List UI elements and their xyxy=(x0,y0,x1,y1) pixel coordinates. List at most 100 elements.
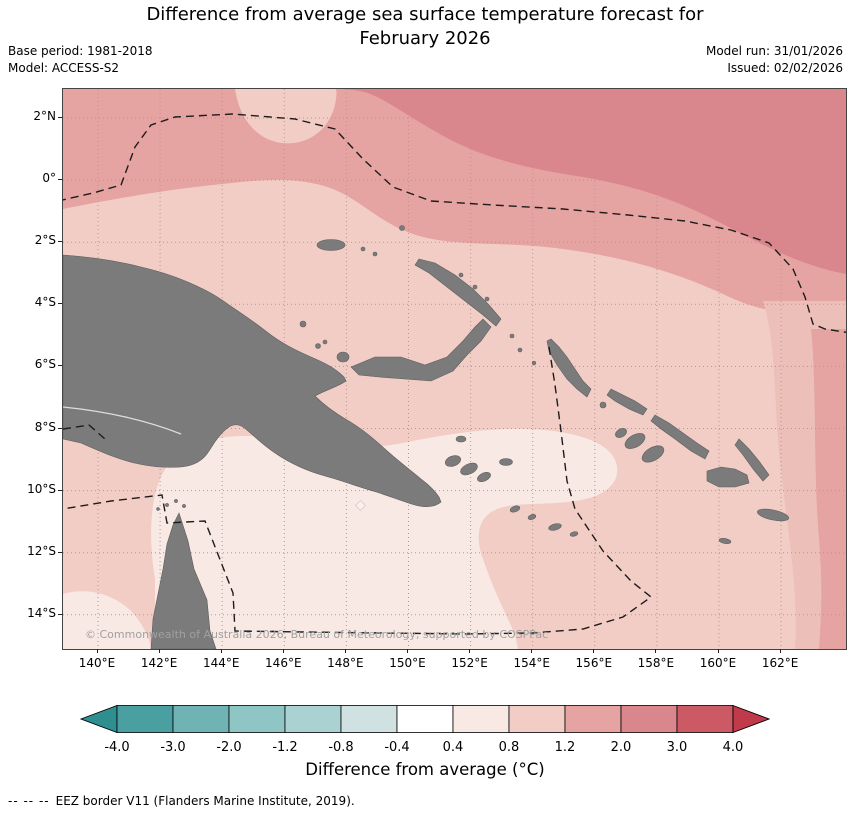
lat-axis-label: 4°S xyxy=(34,295,56,310)
colorbar-segment xyxy=(172,705,230,733)
sea-region-1p2-2p0-right-edge xyxy=(811,329,846,649)
lon-tickmark xyxy=(158,649,160,653)
colorbar-tick-label: -2.0 xyxy=(216,740,242,755)
map-figure: © Commonwealth of Australia 2026, Bureau… xyxy=(62,88,847,650)
colorbar-tick-label: -0.8 xyxy=(328,740,354,755)
lon-axis-label: 146°E xyxy=(265,656,302,670)
lat-tickmark xyxy=(58,427,62,429)
eez-border-north xyxy=(63,113,846,333)
lon-tickmark xyxy=(779,649,781,653)
lat-tickmark xyxy=(58,365,62,367)
small-islands xyxy=(156,225,732,544)
eez-border-west-segment xyxy=(63,424,106,440)
lon-axis-label: 162°E xyxy=(761,656,799,670)
lon-tickmark xyxy=(407,649,408,653)
eez-dash-sample: -- -- -- xyxy=(8,794,50,808)
landmass-malaita xyxy=(734,438,770,482)
lon-axis-label: 156°E xyxy=(575,656,613,670)
colorbar: -4.0 -3.0 -2.0 -1.2 -0.8 -0.4 0.4 0.8 1.2 2.0 3.0 4… xyxy=(79,704,771,762)
base-period-text: Base period: 1981-2018 xyxy=(8,44,153,58)
landmass-guadalcanal xyxy=(706,466,750,488)
model-run-text: Model run: 31/01/2026 xyxy=(705,44,843,58)
lat-tickmark xyxy=(58,303,62,305)
landmass-santa-isabel xyxy=(650,414,710,460)
eez-legend-text: EEZ border V11 (Flanders Marine Institut… xyxy=(55,794,355,808)
lat-axis-label: 8°S xyxy=(34,419,56,434)
colorbar-tick-label: 0.4 xyxy=(442,740,464,755)
landmass-cape-york xyxy=(150,512,217,649)
lon-axis-label: 140°E xyxy=(78,656,116,670)
colorbar-label: Difference from average (°C) xyxy=(305,760,545,779)
chart-title: Difference from average sea surface temp… xyxy=(0,3,850,51)
colorbar-segment xyxy=(340,705,398,733)
lat-axis-label: 0° xyxy=(42,171,56,186)
colorbar-tick-label: 3.0 xyxy=(666,740,688,755)
lat-tickmark xyxy=(58,489,62,491)
colorbar-segment xyxy=(620,705,678,733)
land-layer xyxy=(63,225,789,649)
diamond-marker xyxy=(354,499,367,512)
sea-region-0p4-0p8-south xyxy=(151,428,618,649)
lon-tickmark xyxy=(531,649,533,653)
lon-axis-label: 142°E xyxy=(140,656,178,670)
landmass-new-ireland xyxy=(414,258,502,327)
chart-title-line2: February 2026 xyxy=(359,27,491,49)
lat-tickmark xyxy=(58,241,62,243)
sea-region-0p4-0p8-gulf-carpentaria xyxy=(63,591,151,649)
lat-axis-label: 12°S xyxy=(27,543,56,558)
lon-tickmark xyxy=(655,649,657,653)
colorbar-right-arrow xyxy=(732,704,771,734)
lat-axis-label: 6°S xyxy=(34,357,56,372)
colorbar-segment xyxy=(116,705,174,733)
colorbar-tick-label: -0.4 xyxy=(384,740,410,755)
colorbar-scale xyxy=(79,704,771,734)
colorbar-segment xyxy=(676,705,734,733)
meta-left: Base period: 1981-2018 Model: ACCESS-S2 xyxy=(8,43,153,78)
eez-border-layer xyxy=(63,113,846,635)
lat-axis-label: 10°S xyxy=(27,481,56,496)
colorbar-tick-label: 1.2 xyxy=(554,740,576,755)
lon-axis-label: 150°E xyxy=(389,656,426,670)
meta-right: Model run: 31/01/2026 Issued: 02/02/2026 xyxy=(706,43,843,78)
eez-legend: -- -- -- EEZ border V11 (Flanders Marine … xyxy=(8,794,355,808)
colorbar-left-arrow xyxy=(79,704,118,734)
model-text: Model: ACCESS-S2 xyxy=(8,61,120,76)
lon-tickmark xyxy=(344,649,346,653)
lat-axis-label: 2°S xyxy=(34,233,56,248)
river-fly xyxy=(63,406,182,435)
lat-tickmark xyxy=(58,551,62,553)
lon-axis-label: 158°E xyxy=(637,656,675,670)
sea-region-0p8-1p2-top-patch xyxy=(235,89,337,144)
lon-tickmark xyxy=(593,649,595,653)
landmass-new-britain xyxy=(350,318,492,382)
colorbar-tick-label: 4.0 xyxy=(722,740,744,755)
lon-axis-label: 152°E xyxy=(451,656,488,670)
colorbar-tick-label: -4.0 xyxy=(104,740,130,755)
landmass-choiseul xyxy=(606,388,648,416)
lon-tickmark xyxy=(96,649,98,653)
lon-axis-label: 144°E xyxy=(202,656,240,670)
lat-tickmark xyxy=(58,613,62,615)
lat-axis-label: 2°N xyxy=(33,109,56,123)
lon-axis-label: 160°E xyxy=(699,656,737,670)
sea-region-2p0-3p0-northeast xyxy=(331,89,846,274)
lon-tickmark xyxy=(220,649,222,653)
sst-anomaly-map xyxy=(63,89,846,649)
lat-tickmark xyxy=(58,117,62,118)
colorbar-segment xyxy=(284,705,342,733)
colorbar-segment xyxy=(564,705,622,733)
colorbar-tick-label: 2.0 xyxy=(610,740,632,755)
lon-tickmark xyxy=(717,649,719,653)
landmass-makira xyxy=(757,508,789,522)
lon-axis-label: 154°E xyxy=(513,656,550,670)
issued-text: Issued: 02/02/2026 xyxy=(727,61,843,76)
sea-shading-layer xyxy=(63,89,846,649)
colorbar-segment xyxy=(508,705,566,733)
lon-axis-label: 148°E xyxy=(327,656,364,670)
colorbar-tick-label: -1.2 xyxy=(272,740,298,755)
lat-axis-label: 14°S xyxy=(27,605,56,620)
colorbar-segment xyxy=(452,705,510,733)
colorbar-segment xyxy=(396,705,454,733)
chart-title-line1: Difference from average sea surface temp… xyxy=(146,4,704,25)
